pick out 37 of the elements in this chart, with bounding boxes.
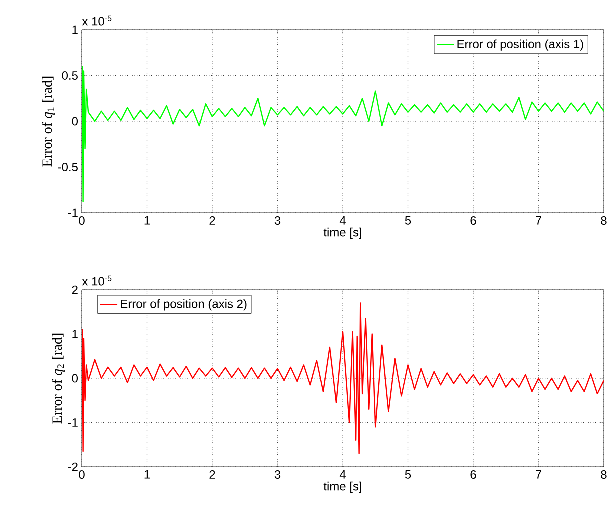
y-tick-label: 1 [72, 26, 78, 34]
x-tick-label: 2 [210, 470, 216, 479]
text: x 10$^{-5}$ [82, 16, 112, 26]
x-tick-label: 7 [536, 216, 542, 225]
y-tick-label: -1 [68, 418, 78, 427]
x-axis-title: time [s] [324, 482, 362, 494]
x-tick-label: 3 [274, 470, 281, 480]
y-tick-label: 1 [72, 330, 78, 338]
legend-label: Error of position (axis 1) [458, 40, 584, 51]
x-tick-label: 8 [601, 470, 607, 480]
y-tick-label: 0.5 [62, 72, 78, 80]
y-tick-label: -2 [68, 462, 78, 472]
x-tick-label: 6 [470, 470, 476, 480]
x-tick-label: 1 [144, 470, 150, 479]
x-tick-label: 4 [340, 216, 346, 225]
x-tick-label: 0 [79, 216, 85, 226]
x-tick-label: 4 [340, 470, 346, 479]
y-axis-title: Error of q$_{2}$ [rad] [52, 334, 65, 424]
x-tick-label: 3 [274, 216, 281, 226]
y-tick-label: 0 [72, 117, 78, 126]
y-tick-label: 2 [72, 286, 78, 294]
x-tick-label: 5 [405, 470, 412, 479]
y-tick-label: -1 [68, 208, 78, 218]
y-axis-title: Error of q$_{1}$ [rad] [42, 76, 55, 167]
x-tick-label: 6 [470, 216, 476, 226]
text: x 10$^{-5}$ [82, 276, 112, 286]
x-tick-label: 1 [144, 216, 150, 225]
x-tick-label: 8 [601, 216, 607, 226]
x-axis-title: time [s] [324, 228, 362, 240]
x-tick-label: 5 [405, 216, 412, 225]
x-tick-label: 7 [536, 470, 542, 479]
line-series [82, 66, 604, 203]
x-tick-label: 2 [210, 216, 216, 225]
y-tick-label: 0 [72, 374, 78, 383]
y-tick-label: -0.5 [58, 163, 78, 172]
x-tick-label: 0 [79, 470, 85, 480]
legend-label: Error of position (axis 2) [121, 300, 247, 311]
